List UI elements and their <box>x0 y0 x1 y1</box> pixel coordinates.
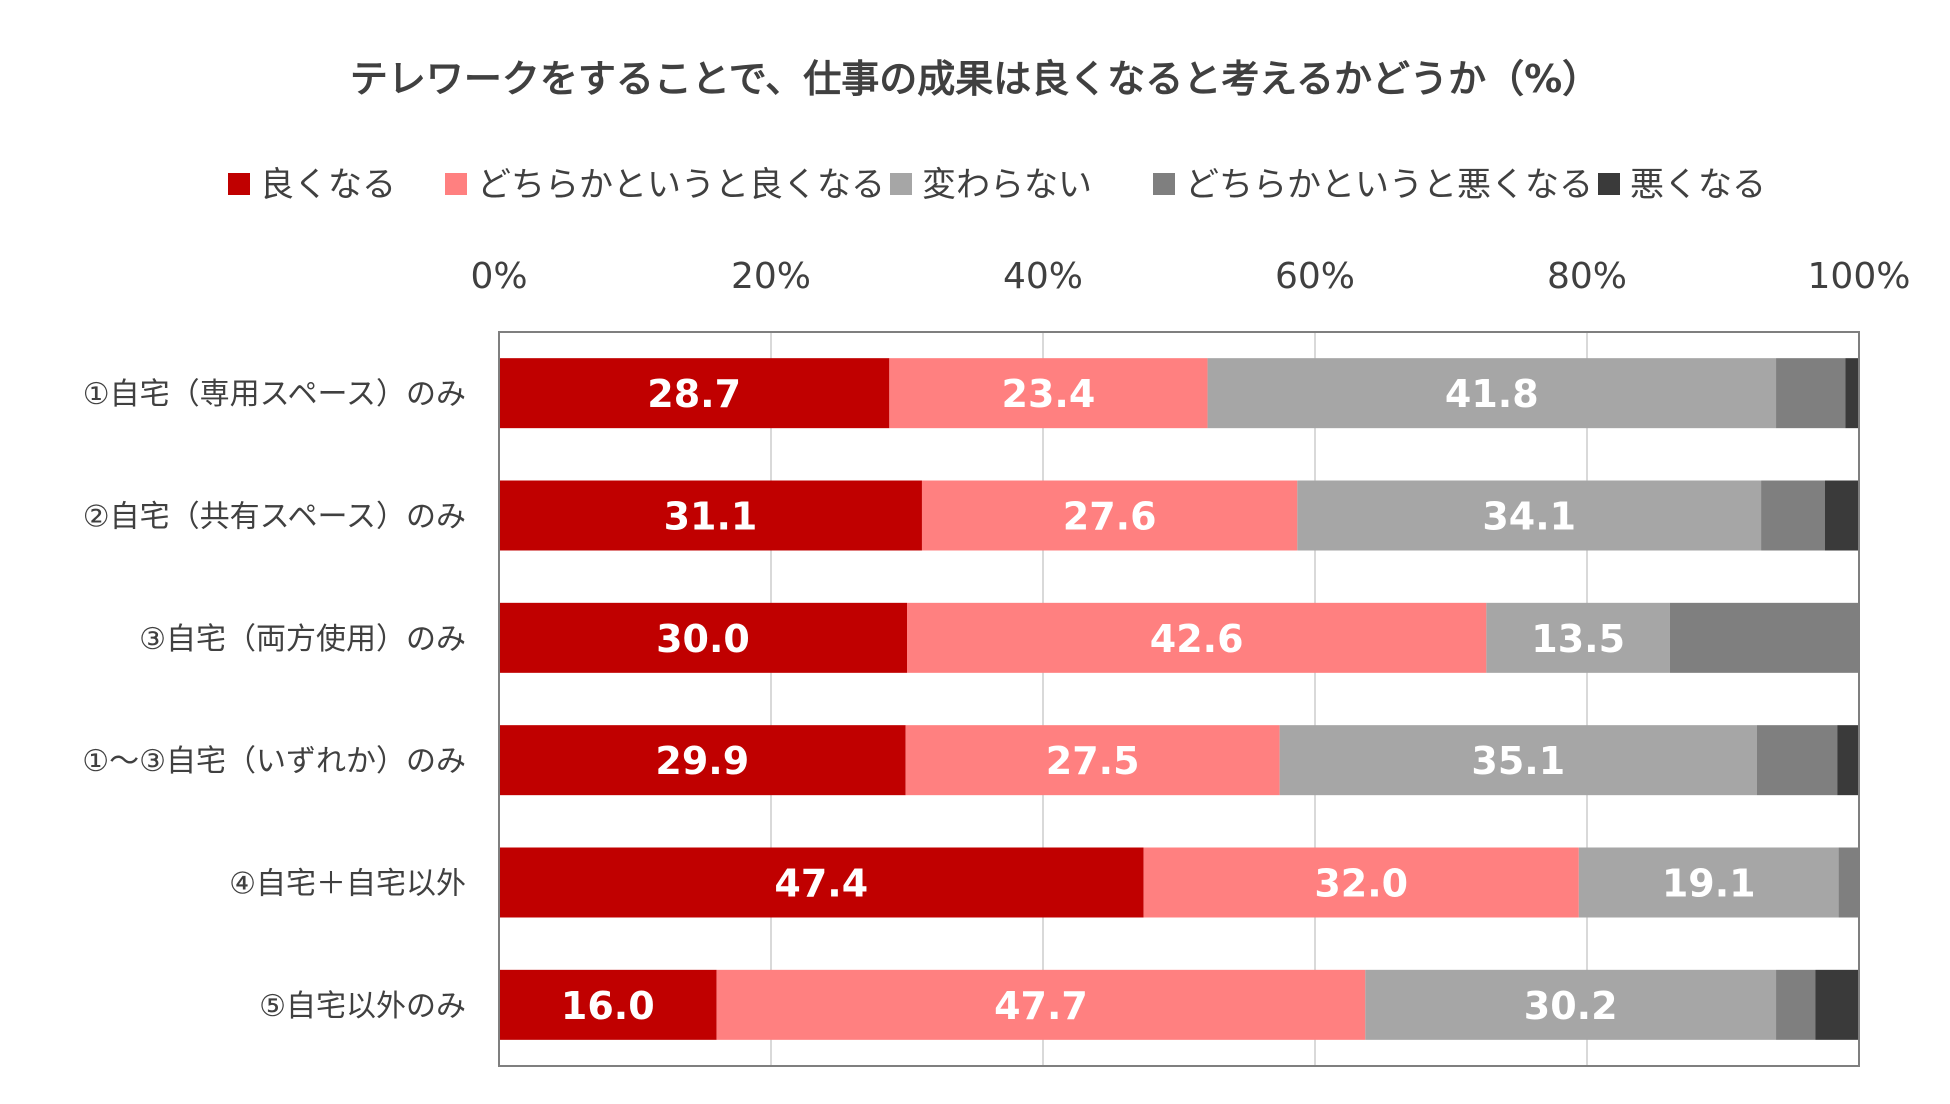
bar-segment <box>1838 847 1859 918</box>
data-label: 30.2 <box>1524 984 1618 1028</box>
x-tick-label: 80% <box>1547 256 1627 297</box>
bar-segment <box>907 602 1487 673</box>
bar-segment <box>1669 602 1859 673</box>
data-label: 28.7 <box>647 372 741 416</box>
legend-swatch <box>228 173 250 195</box>
bar-segment <box>1365 969 1777 1040</box>
bar-segment <box>499 847 1144 918</box>
bar-segment <box>1776 358 1846 429</box>
x-tick-label: 100% <box>1808 256 1911 297</box>
bar-segment <box>1776 969 1816 1040</box>
x-tick-label: 60% <box>1275 256 1355 297</box>
bar-segment <box>889 358 1208 429</box>
data-label: 30.0 <box>656 617 750 661</box>
data-label: 23.4 <box>1002 372 1096 416</box>
bar-segment <box>499 480 922 551</box>
x-axis-ticks: 0% 20% 40% 60% 80% 100% <box>470 256 1910 297</box>
data-label: 47.7 <box>994 984 1088 1028</box>
data-label: 19.1 <box>1662 862 1756 906</box>
category-label: ①～③自宅（いずれか）のみ <box>82 744 466 779</box>
bar-segment <box>1845 358 1859 429</box>
category-label: ⑤自宅以外のみ <box>259 989 466 1024</box>
data-label: 31.1 <box>664 495 758 539</box>
legend-label: 変わらない <box>922 165 1092 205</box>
data-label: 34.1 <box>1482 495 1576 539</box>
bar-segment <box>1761 480 1825 551</box>
legend-swatch <box>445 173 467 195</box>
data-label: 47.4 <box>774 862 868 906</box>
legend-label: どちらかというと良くなる <box>477 165 885 205</box>
bar-segment <box>499 725 906 796</box>
bar-segment <box>716 969 1366 1040</box>
category-labels: ①自宅（専用スペース）のみ ②自宅（共有スペース）のみ ③自宅（両方使用）のみ ①～③… <box>82 377 466 1024</box>
legend-label: 良くなる <box>260 165 396 205</box>
legend-swatch <box>1153 173 1175 195</box>
category-label: ②自宅（共有スペース）のみ <box>83 500 466 535</box>
x-tick-label: 20% <box>731 256 811 297</box>
bar-segment <box>1837 725 1859 796</box>
legend-swatch <box>890 173 912 195</box>
plot-frame <box>498 331 1860 1067</box>
legend-swatch <box>1598 173 1620 195</box>
legend-label: 悪くなる <box>1630 165 1766 205</box>
bar-segment <box>1486 602 1670 673</box>
bar-segment <box>499 358 890 429</box>
category-label: ④自宅＋自宅以外 <box>229 867 466 902</box>
bar-segment <box>1297 480 1762 551</box>
bar-segment <box>1578 847 1839 918</box>
bar-segment <box>921 480 1298 551</box>
category-label: ①自宅（専用スペース）のみ <box>83 377 466 412</box>
data-label: 27.6 <box>1063 495 1157 539</box>
data-label: 27.5 <box>1046 739 1140 783</box>
data-label: 29.9 <box>655 739 749 783</box>
category-label: ③自宅（両方使用）のみ <box>139 622 466 657</box>
bar-segment <box>1825 480 1859 551</box>
data-label: 42.6 <box>1150 617 1244 661</box>
x-tick-label: 0% <box>470 256 527 297</box>
bar-segment <box>499 969 717 1040</box>
data-label: 13.5 <box>1531 617 1625 661</box>
bar-segment <box>905 725 1280 796</box>
bar-segment <box>1815 969 1859 1040</box>
bars: 28.7 23.4 41.8 31.1 27.6 34.1 30.0 42.6 13.5 29.9… <box>499 358 1859 1040</box>
chart-title: テレワークをすることで、仕事の成果は良くなると考えるかどうか（%） <box>350 57 1600 101</box>
data-label: 41.8 <box>1445 372 1539 416</box>
bar-segment <box>499 602 907 673</box>
x-tick-label: 40% <box>1003 256 1083 297</box>
bar-segment <box>1143 847 1579 918</box>
gridlines <box>770 332 1588 1066</box>
data-label: 16.0 <box>561 984 655 1028</box>
legend-label: どちらかというと悪くなる <box>1185 165 1593 205</box>
data-label: 32.0 <box>1314 862 1408 906</box>
data-label: 35.1 <box>1471 739 1565 783</box>
legend: 良くなる どちらかというと良くなる 変わらない どちらかというと悪くなる 悪くなる <box>228 165 1766 205</box>
bar-segment <box>1279 725 1757 796</box>
bar-segment <box>1207 358 1777 429</box>
bar-segment <box>1757 725 1838 796</box>
